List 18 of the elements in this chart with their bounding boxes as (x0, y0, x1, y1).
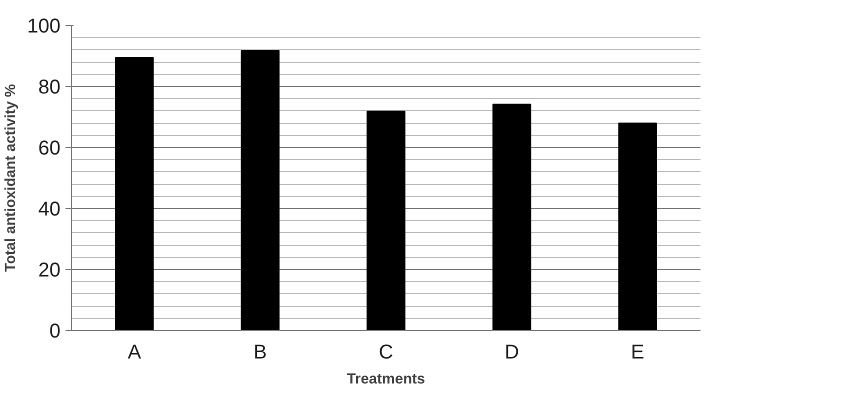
x-tick-label: E (630, 342, 644, 364)
y-axis-title: Total antioxidant activity % (3, 84, 20, 272)
x-tick-label: B (254, 342, 267, 364)
x-axis-title: Treatments (346, 372, 426, 388)
bar (115, 57, 154, 330)
x-tick-label: D (504, 342, 520, 364)
bar (618, 122, 657, 330)
bar (492, 104, 532, 330)
x-tick-label: C (378, 342, 394, 364)
bar (240, 50, 280, 330)
y-tick-label: 40 (38, 198, 61, 220)
y-tick-label: 20 (38, 260, 61, 282)
bar (366, 110, 406, 330)
y-tick-label: 80 (38, 76, 61, 98)
x-tick-label: A (128, 342, 142, 364)
y-tick-label: 0 (49, 320, 60, 342)
y-tick-label: 100 (27, 16, 61, 38)
y-tick-label: 60 (38, 138, 61, 160)
